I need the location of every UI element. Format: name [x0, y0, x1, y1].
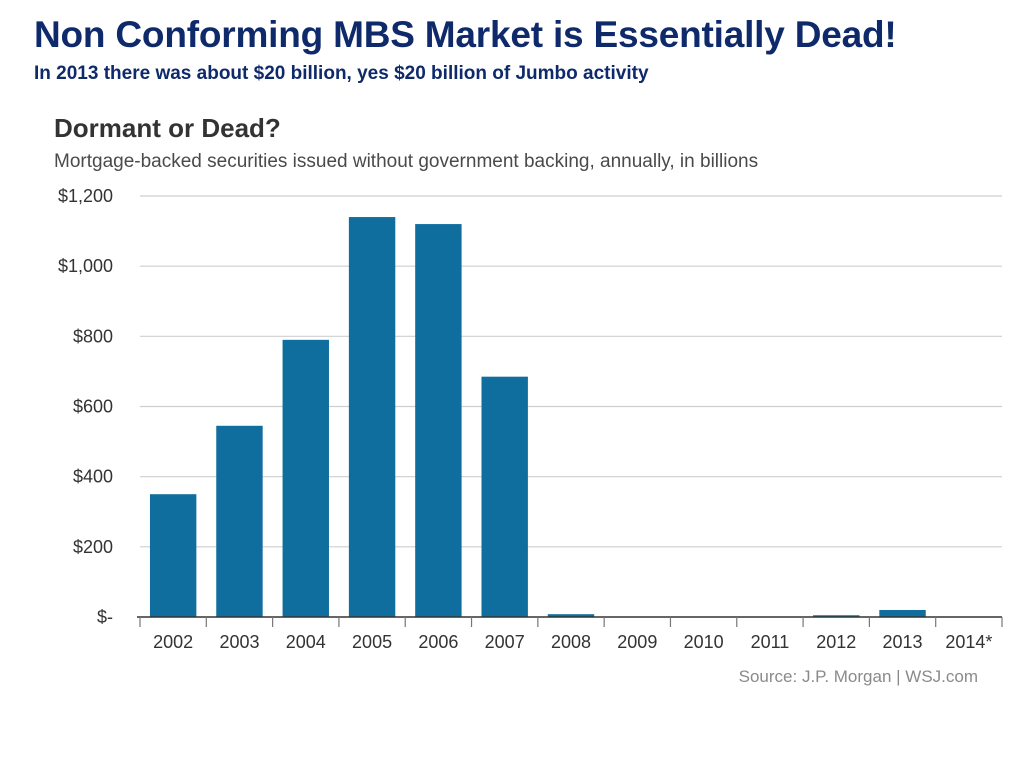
bar-2008	[547, 614, 595, 617]
y-tick-label: $1,000	[58, 256, 113, 276]
bar-2002	[149, 494, 197, 617]
x-tick-label: 2002	[153, 632, 193, 652]
y-tick-label: $400	[73, 467, 113, 487]
x-tick-label: 2012	[816, 632, 856, 652]
y-axis: $- $200 $400 $600 $800 $1,000 $1,200	[58, 186, 113, 627]
y-tick-label: $1,200	[58, 186, 113, 206]
x-tick-label: 2009	[617, 632, 657, 652]
bar-chart: Dormant or Dead? Mortgage-backed securit…	[54, 113, 1003, 686]
bar-2013	[879, 609, 926, 617]
chart-title: Dormant or Dead?	[54, 113, 281, 143]
bar-2006	[415, 224, 462, 618]
x-tick-label: 2005	[352, 632, 392, 652]
x-tick-label: 2008	[551, 632, 591, 652]
y-tick-label: $-	[97, 607, 113, 627]
chart-subtitle: Mortgage-backed securities issued withou…	[54, 151, 758, 172]
slide-title: Non Conforming MBS Market is Essentially…	[34, 14, 897, 55]
x-tick-label: 2003	[219, 632, 259, 652]
x-tick-label: 2006	[418, 632, 458, 652]
x-axis: 2002 2003 2004 2005 2006 2007 2008 2009 2010 2011…	[137, 616, 1003, 652]
x-tick-label: 2010	[684, 632, 724, 652]
bar-2012	[813, 615, 860, 617]
y-tick-label: $600	[73, 397, 113, 417]
bar-2005	[348, 217, 396, 618]
x-tick-label: 2013	[883, 632, 923, 652]
x-tick-label: 2014*	[945, 632, 992, 652]
slide-subtitle: In 2013 there was about $20 billion, yes…	[34, 63, 649, 84]
gridlines	[140, 195, 1002, 548]
x-tick-label: 2011	[751, 632, 790, 652]
bar-2007	[481, 376, 528, 617]
bar-2004	[282, 339, 329, 617]
source-note: Source: J.P. Morgan | WSJ.com	[739, 667, 978, 686]
x-tick-label: 2004	[286, 632, 326, 652]
y-tick-label: $800	[73, 326, 113, 346]
x-tick-label: 2007	[485, 632, 525, 652]
chart-container: Dormant or Dead? Mortgage-backed securit…	[0, 100, 1024, 700]
bars	[149, 217, 926, 618]
y-tick-label: $200	[73, 537, 113, 557]
bar-2003	[216, 425, 263, 617]
